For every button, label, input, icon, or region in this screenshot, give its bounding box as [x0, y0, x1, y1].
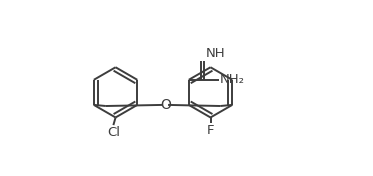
Text: NH: NH [206, 47, 226, 60]
Text: F: F [207, 124, 214, 137]
Text: O: O [160, 98, 171, 112]
Text: NH₂: NH₂ [220, 73, 245, 86]
Text: Cl: Cl [107, 126, 120, 139]
